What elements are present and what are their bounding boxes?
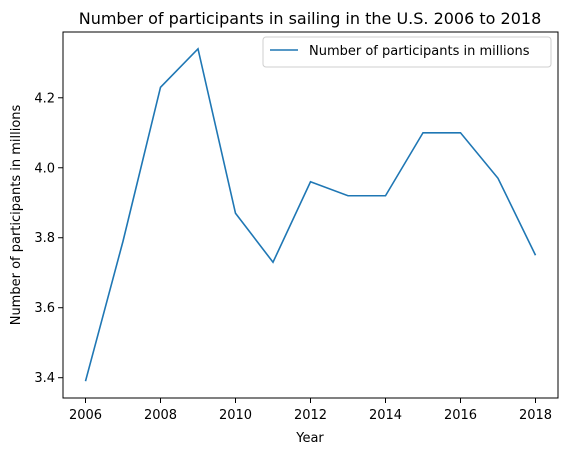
series-points (85, 48, 536, 382)
x-tick-label: 2016 (444, 408, 477, 423)
x-tick-label: 2018 (519, 408, 552, 423)
x-tick-label: 2014 (369, 408, 402, 423)
y-tick-label: 4.2 (34, 91, 55, 106)
legend-label: Number of participants in millions (309, 44, 530, 59)
x-tick-label: 2012 (294, 408, 327, 423)
x-axis: 2006 2008 2010 2012 2014 2016 2018 (69, 398, 552, 423)
y-tick-label: 3.6 (34, 301, 55, 316)
y-tick-label: 4.0 (34, 161, 55, 176)
chart-title: Number of participants in sailing in the… (79, 9, 542, 28)
x-tick-label: 2010 (219, 408, 252, 423)
y-axis-label: Number of participants in millions (9, 104, 24, 325)
x-tick-label: 2008 (144, 408, 177, 423)
y-axis: 3.4 3.6 3.8 4.0 4.2 (34, 91, 63, 386)
y-tick-label: 3.8 (34, 231, 55, 246)
legend: Number of participants in millions (262, 36, 552, 68)
x-tick-label: 2006 (69, 408, 102, 423)
x-axis-label: Year (295, 431, 324, 446)
legend-box (262, 36, 552, 68)
y-tick-label: 3.4 (34, 371, 55, 386)
